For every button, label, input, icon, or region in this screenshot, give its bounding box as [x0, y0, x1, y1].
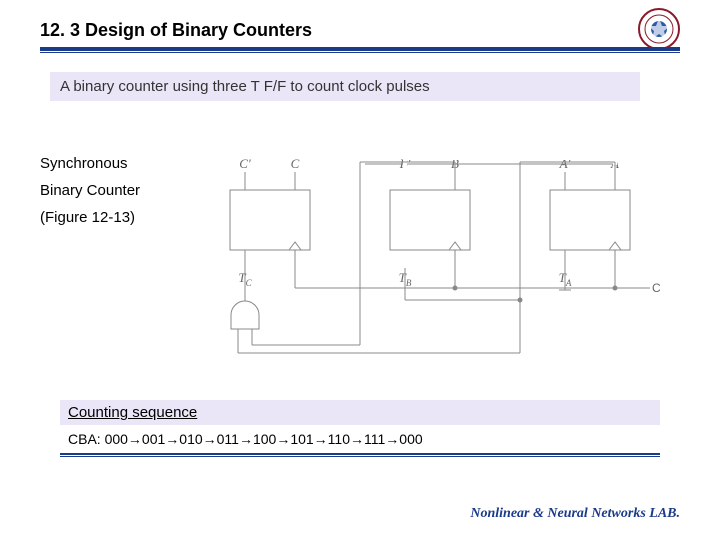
figure-label: Synchronous Binary Counter (Figure 12-13…	[40, 150, 140, 231]
label-line3: (Figure 12-13)	[40, 204, 140, 231]
sequence-body: CBA: 000→001→010→011→100→101→110→111→000	[60, 425, 660, 455]
svg-text:C': C'	[239, 156, 251, 171]
subtitle: A binary counter using three T F/F to co…	[50, 72, 640, 101]
page-title: 12. 3 Design of Binary Counters	[40, 20, 680, 47]
label-line2: Binary Counter	[40, 177, 140, 204]
sequence-title: Counting sequence	[60, 400, 660, 425]
counting-sequence: Counting sequence CBA: 000→001→010→011→1…	[60, 400, 660, 457]
svg-text:C: C	[291, 156, 300, 171]
page-header: 12. 3 Design of Binary Counters	[40, 20, 680, 53]
label-line1: Synchronous	[40, 150, 140, 177]
svg-text:Clock: Clock	[652, 281, 660, 295]
circuit-diagram: C'CTCB'BTBA'ATAClock	[200, 150, 660, 380]
lab-footer: Nonlinear & Neural Networks LAB.	[470, 506, 680, 522]
